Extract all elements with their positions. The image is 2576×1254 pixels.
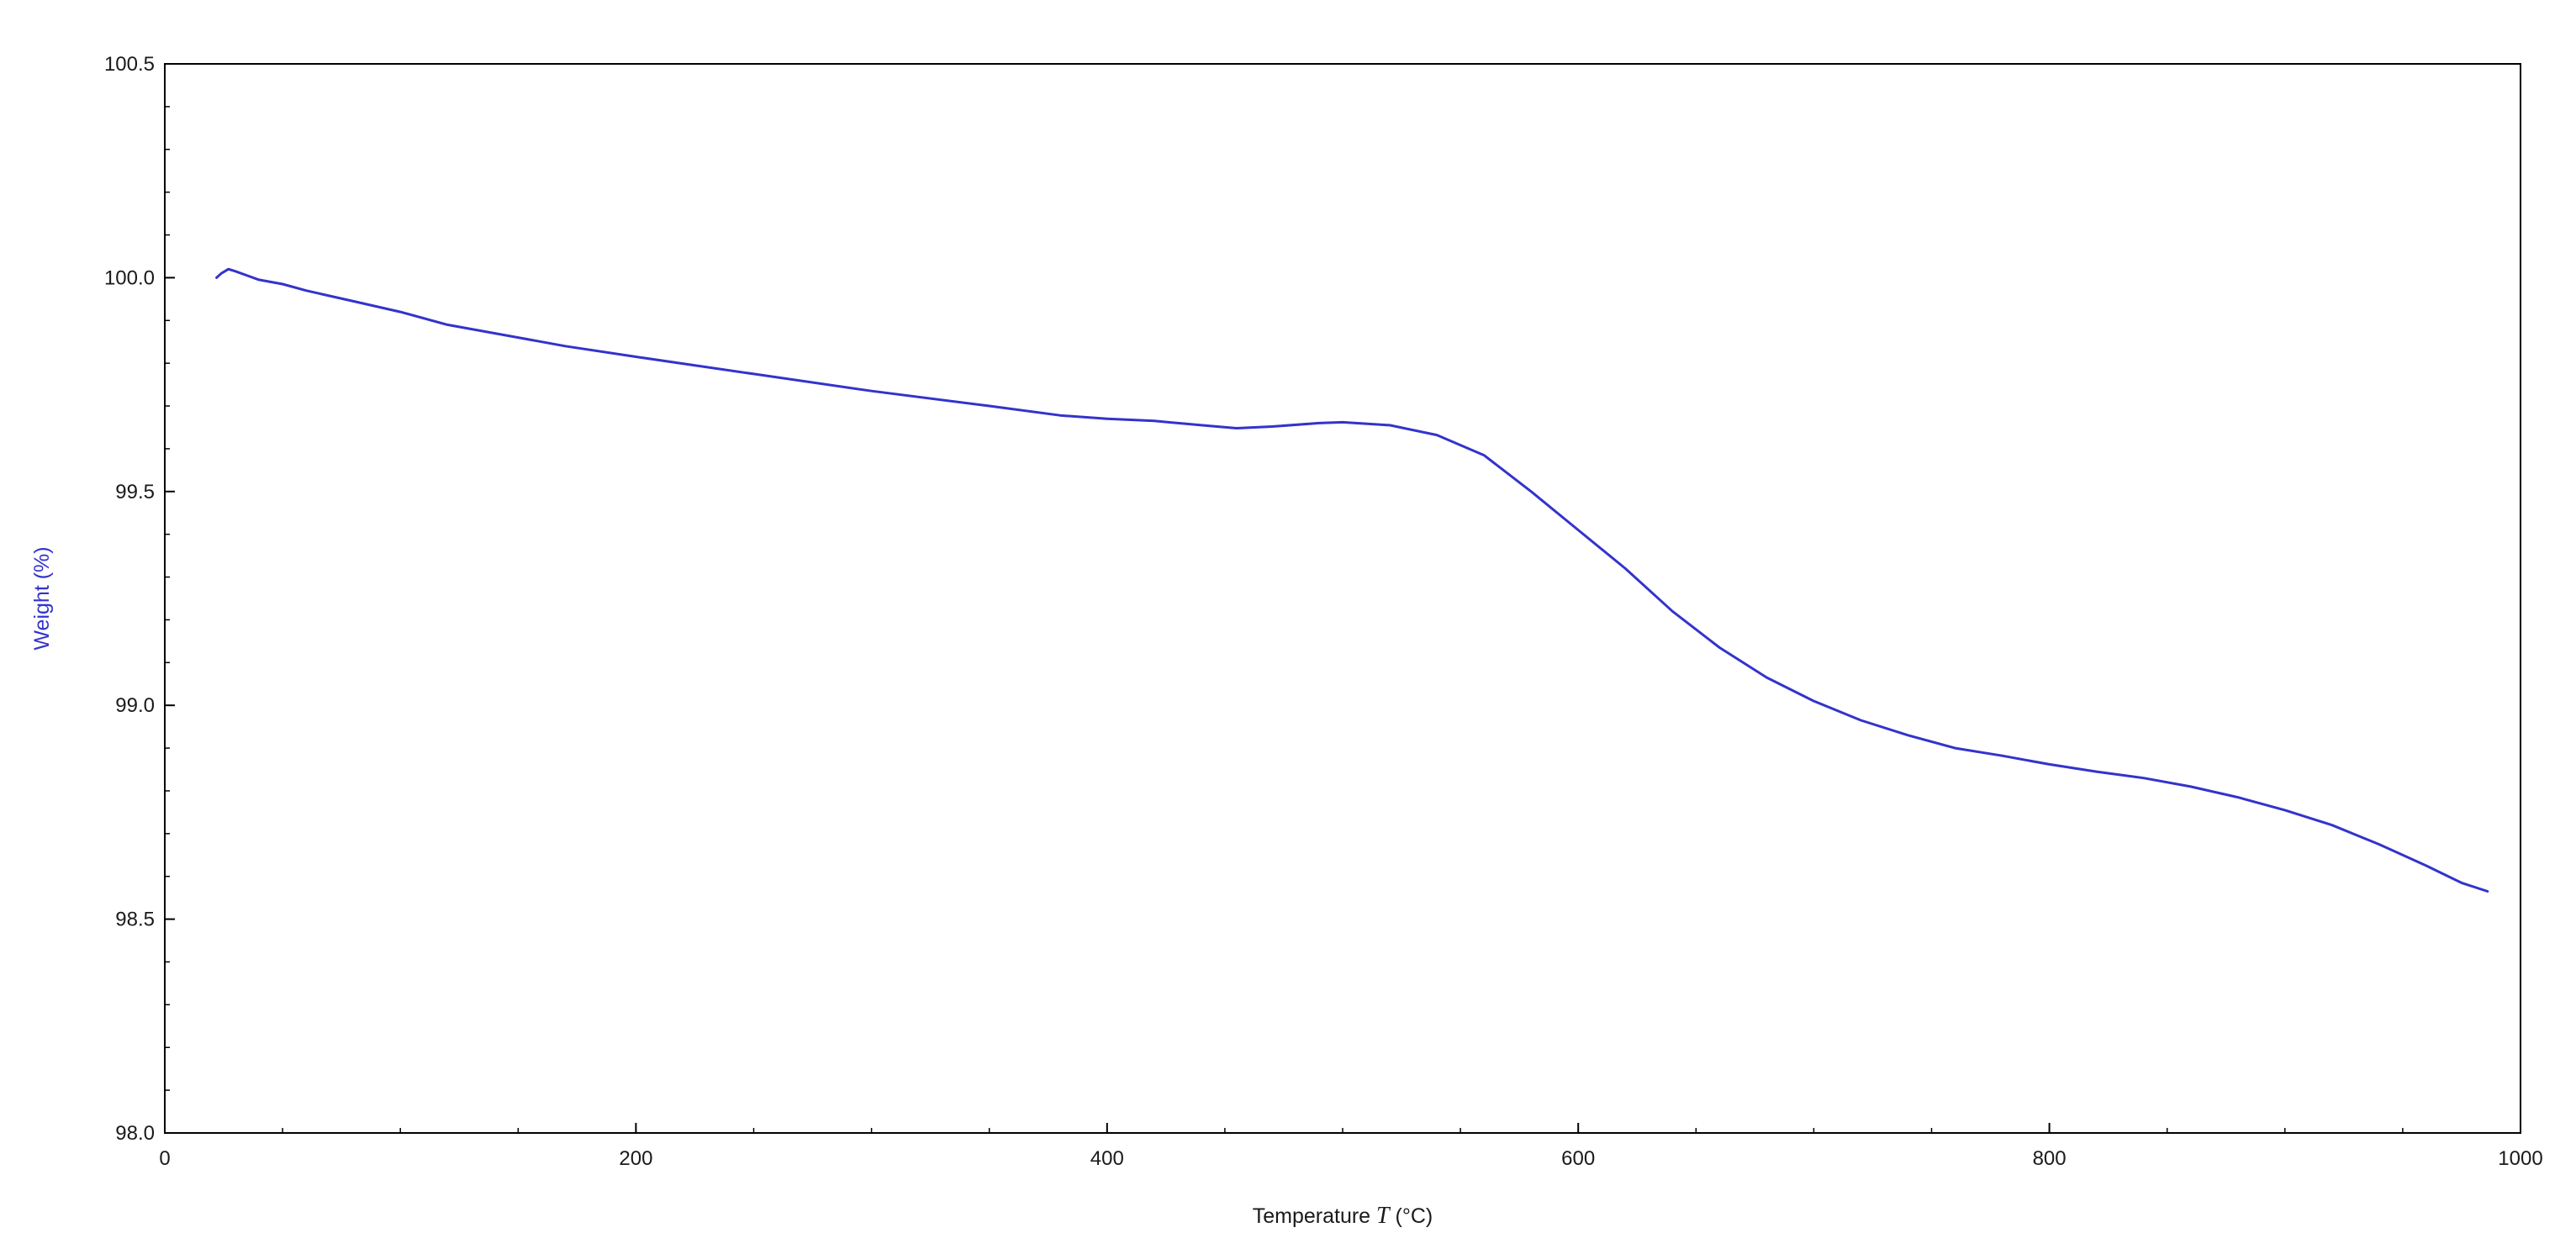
y-tick-label: 98.5 (115, 909, 155, 931)
y-tick-label: 99.5 (115, 481, 155, 503)
x-axis: 0 200 400 600 800 1000 (159, 1123, 2543, 1170)
x-tick-label: 600 (1561, 1147, 1595, 1170)
x-tick-label: 400 (1090, 1147, 1124, 1170)
y-tick-label: 100.5 (104, 53, 155, 76)
y-tick-label: 98.0 (115, 1122, 155, 1145)
y-axis-title: Weight (%) (30, 546, 54, 650)
plot-frame (164, 63, 2521, 1134)
x-axis-title: Temperature T (°C) (1253, 1203, 1433, 1229)
x-tick-label: 800 (2033, 1147, 2067, 1170)
x-tick-label: 0 (159, 1147, 170, 1170)
x-tick-label: 1000 (2498, 1147, 2542, 1170)
x-tick-label: 200 (619, 1147, 652, 1170)
y-tick-label: 100.0 (104, 266, 155, 289)
x-minor-ticks (164, 1128, 2521, 1133)
y-tick-label: 99.0 (115, 694, 155, 717)
weight-series-line (215, 267, 2489, 893)
y-axis: 98.0 98.5 99.0 99.5 100.0 100.5 (104, 53, 175, 1145)
